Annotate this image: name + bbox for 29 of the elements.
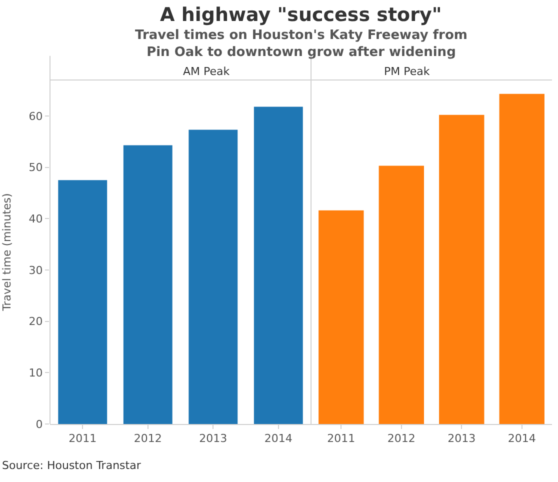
bar [439, 114, 484, 424]
bar [123, 145, 172, 424]
source-note: Source: Houston Transtar [2, 459, 142, 472]
x-tick-label: 2011 [68, 432, 97, 446]
bar [254, 106, 303, 424]
y-axis-title: Travel time (minutes) [0, 193, 14, 312]
y-tick-label: 0 [36, 418, 43, 431]
bar [499, 94, 544, 424]
bar [378, 166, 424, 424]
x-tick-label: 2013 [448, 432, 476, 446]
x-tick-label: 2014 [264, 432, 292, 446]
x-tick-label: 2013 [199, 432, 228, 446]
y-tick-label: 10 [28, 366, 43, 380]
y-tick-label: 30 [28, 264, 43, 277]
y-tick-label: 40 [28, 212, 43, 226]
bar [318, 210, 364, 424]
bar [58, 180, 108, 424]
bar [188, 130, 238, 424]
x-tick-label: 2012 [134, 432, 162, 446]
x-tick-label: 2012 [387, 432, 416, 446]
chart-subtitle: Travel times on Houston's Katy Freeway from Pin Oak to downtown grow after widening [135, 28, 468, 60]
x-tick-label: 2014 [508, 432, 536, 446]
chart-title: A highway "success story" [160, 4, 442, 26]
text: PM Peak [384, 65, 430, 78]
text: AM Peak [183, 65, 230, 78]
y-tick-label: 50 [28, 161, 43, 174]
y-tick-label: 20 [28, 315, 43, 328]
x-tick-label: 2011 [327, 432, 356, 446]
y-tick-label: 60 [28, 110, 43, 123]
